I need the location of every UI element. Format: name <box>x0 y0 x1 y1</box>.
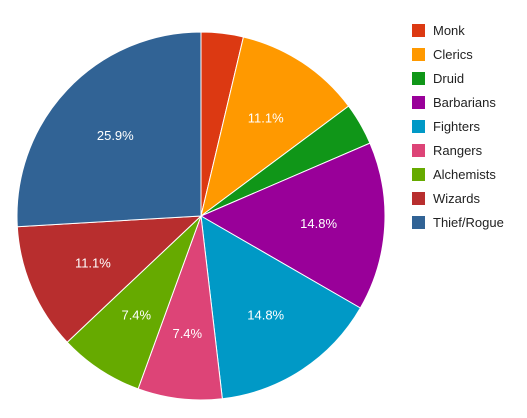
legend: Monk Clerics Druid Barbarians Fighters Ranger… <box>412 23 504 230</box>
legend-swatch <box>412 192 425 205</box>
slice-label: 14.8% <box>300 216 337 231</box>
legend-label: Barbarians <box>433 95 496 110</box>
legend-label: Alchemists <box>433 167 496 182</box>
legend-item: Clerics <box>412 47 473 62</box>
legend-item: Rangers <box>412 143 483 158</box>
legend-item: Fighters <box>412 119 480 134</box>
legend-label: Clerics <box>433 47 473 62</box>
legend-swatch <box>412 144 425 157</box>
legend-item: Wizards <box>412 191 480 206</box>
legend-label: Wizards <box>433 191 480 206</box>
legend-label: Rangers <box>433 143 483 158</box>
legend-swatch <box>412 24 425 37</box>
legend-swatch <box>412 120 425 133</box>
pie-slice-wizards <box>16 215 203 343</box>
legend-label: Thief/Rogue <box>433 215 504 230</box>
pie-slice-fighters <box>200 215 362 400</box>
slice-label: 11.1% <box>75 256 111 271</box>
slice-label: 25.9% <box>97 128 134 143</box>
slice-labels: 11.1% 14.8% 14.8% 7.4% 7.4% 11.1% 25.9% <box>75 111 338 341</box>
legend-swatch <box>412 72 425 85</box>
pie-slice-thief-rogue <box>16 31 202 228</box>
legend-item: Thief/Rogue <box>412 215 504 230</box>
legend-swatch <box>412 48 425 61</box>
slice-label: 7.4% <box>121 307 151 322</box>
legend-item: Druid <box>412 71 464 86</box>
legend-swatch <box>412 216 425 229</box>
legend-label: Monk <box>433 23 465 38</box>
slice-label: 14.8% <box>247 307 284 322</box>
legend-swatch <box>412 168 425 181</box>
slice-label: 11.1% <box>248 111 284 126</box>
slice-label: 7.4% <box>172 326 202 341</box>
pie-slice-clerics <box>200 36 350 218</box>
legend-label: Druid <box>433 71 464 86</box>
pie-slices <box>16 31 386 401</box>
legend-item: Monk <box>412 23 465 38</box>
legend-swatch <box>412 96 425 109</box>
legend-label: Fighters <box>433 119 480 134</box>
pie-slice-barbarians <box>199 142 386 309</box>
legend-item: Alchemists <box>412 167 496 182</box>
legend-item: Barbarians <box>412 95 496 110</box>
